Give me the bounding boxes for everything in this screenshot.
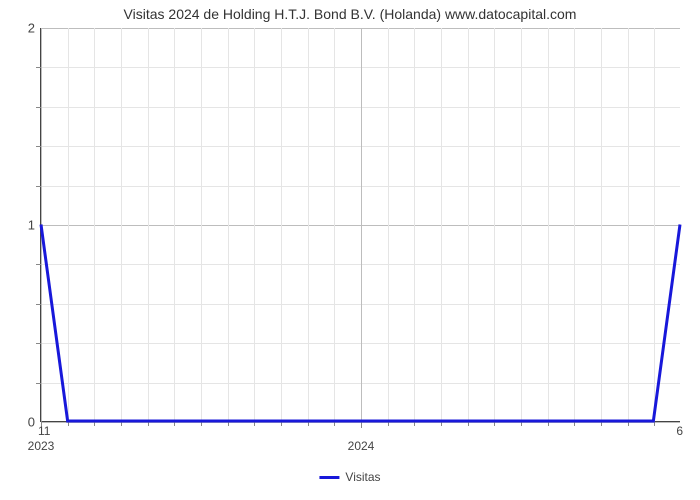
x-start-label: 11: [38, 424, 50, 438]
chart-title: Visitas 2024 de Holding H.T.J. Bond B.V.…: [0, 6, 700, 22]
legend-label: Visitas: [345, 470, 380, 484]
line-series: [41, 28, 680, 421]
y-tick-label: 0: [28, 415, 35, 430]
x-tick-label: 2024: [348, 439, 375, 453]
x-tick-label: 2023: [28, 439, 55, 453]
legend-swatch: [319, 476, 339, 479]
y-tick-label: 1: [28, 218, 35, 233]
legend: Visitas: [319, 470, 380, 484]
y-tick-label: 2: [28, 21, 35, 36]
x-end-label: 6: [676, 424, 683, 438]
plot-area: 01220232024116: [40, 28, 680, 422]
